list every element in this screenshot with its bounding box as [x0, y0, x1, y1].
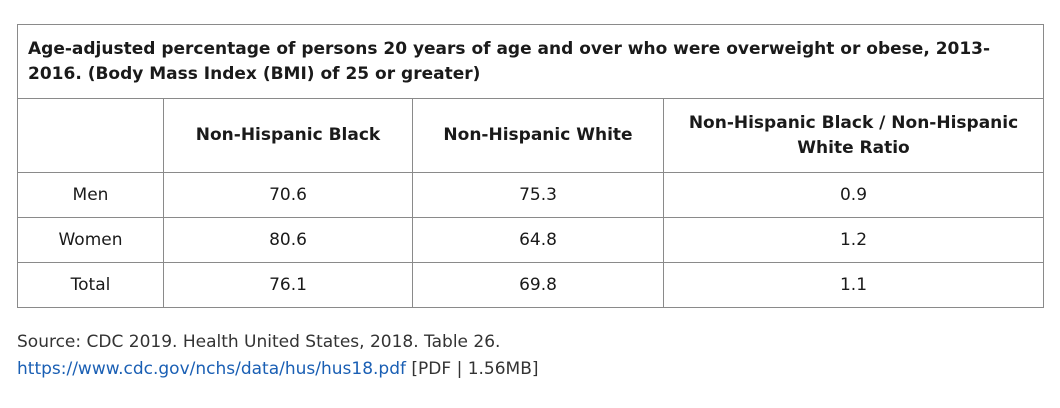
cell-white: 64.8: [412, 217, 664, 263]
cell-ratio: 1.2: [662, 217, 1045, 263]
header-row: Non-Hispanic Black Non-Hispanic White No…: [17, 98, 1045, 173]
cell-black: 80.6: [163, 217, 413, 263]
header-non-hispanic-black: Non-Hispanic Black: [163, 98, 413, 173]
cell-white: 69.8: [412, 262, 664, 308]
table-row: Women 80.6 64.8 1.2: [17, 217, 1045, 263]
header-non-hispanic-white: Non-Hispanic White: [412, 98, 664, 173]
caption-row: Age-adjusted percentage of persons 20 ye…: [16, 24, 1045, 99]
overweight-obese-table: Age-adjusted percentage of persons 20 ye…: [16, 24, 1045, 308]
table-caption: Age-adjusted percentage of persons 20 ye…: [16, 24, 1045, 99]
cell-ratio: 1.1: [662, 262, 1045, 308]
row-label: Women: [17, 217, 164, 263]
cell-white: 75.3: [412, 172, 664, 218]
source-text: Source: CDC 2019. Health United States, …: [17, 332, 501, 352]
file-info: [PDF | 1.56MB]: [411, 359, 539, 379]
header-empty-cell: [17, 98, 164, 173]
cdc-report-link[interactable]: https://www.cdc.gov/nchs/data/hus/hus18.…: [17, 359, 406, 379]
row-label: Men: [17, 172, 164, 218]
table-row: Total 76.1 69.8 1.1: [17, 262, 1045, 308]
header-ratio: Non-Hispanic Black / Non-Hispanic White …: [662, 98, 1045, 173]
source-citation: Source: CDC 2019. Health United States, …: [17, 329, 1047, 383]
table-row: Men 70.6 75.3 0.9: [17, 172, 1045, 218]
cell-ratio: 0.9: [662, 172, 1045, 218]
cell-black: 76.1: [163, 262, 413, 308]
row-label: Total: [17, 262, 164, 308]
cell-black: 70.6: [163, 172, 413, 218]
source-link-line: https://www.cdc.gov/nchs/data/hus/hus18.…: [17, 356, 1047, 383]
